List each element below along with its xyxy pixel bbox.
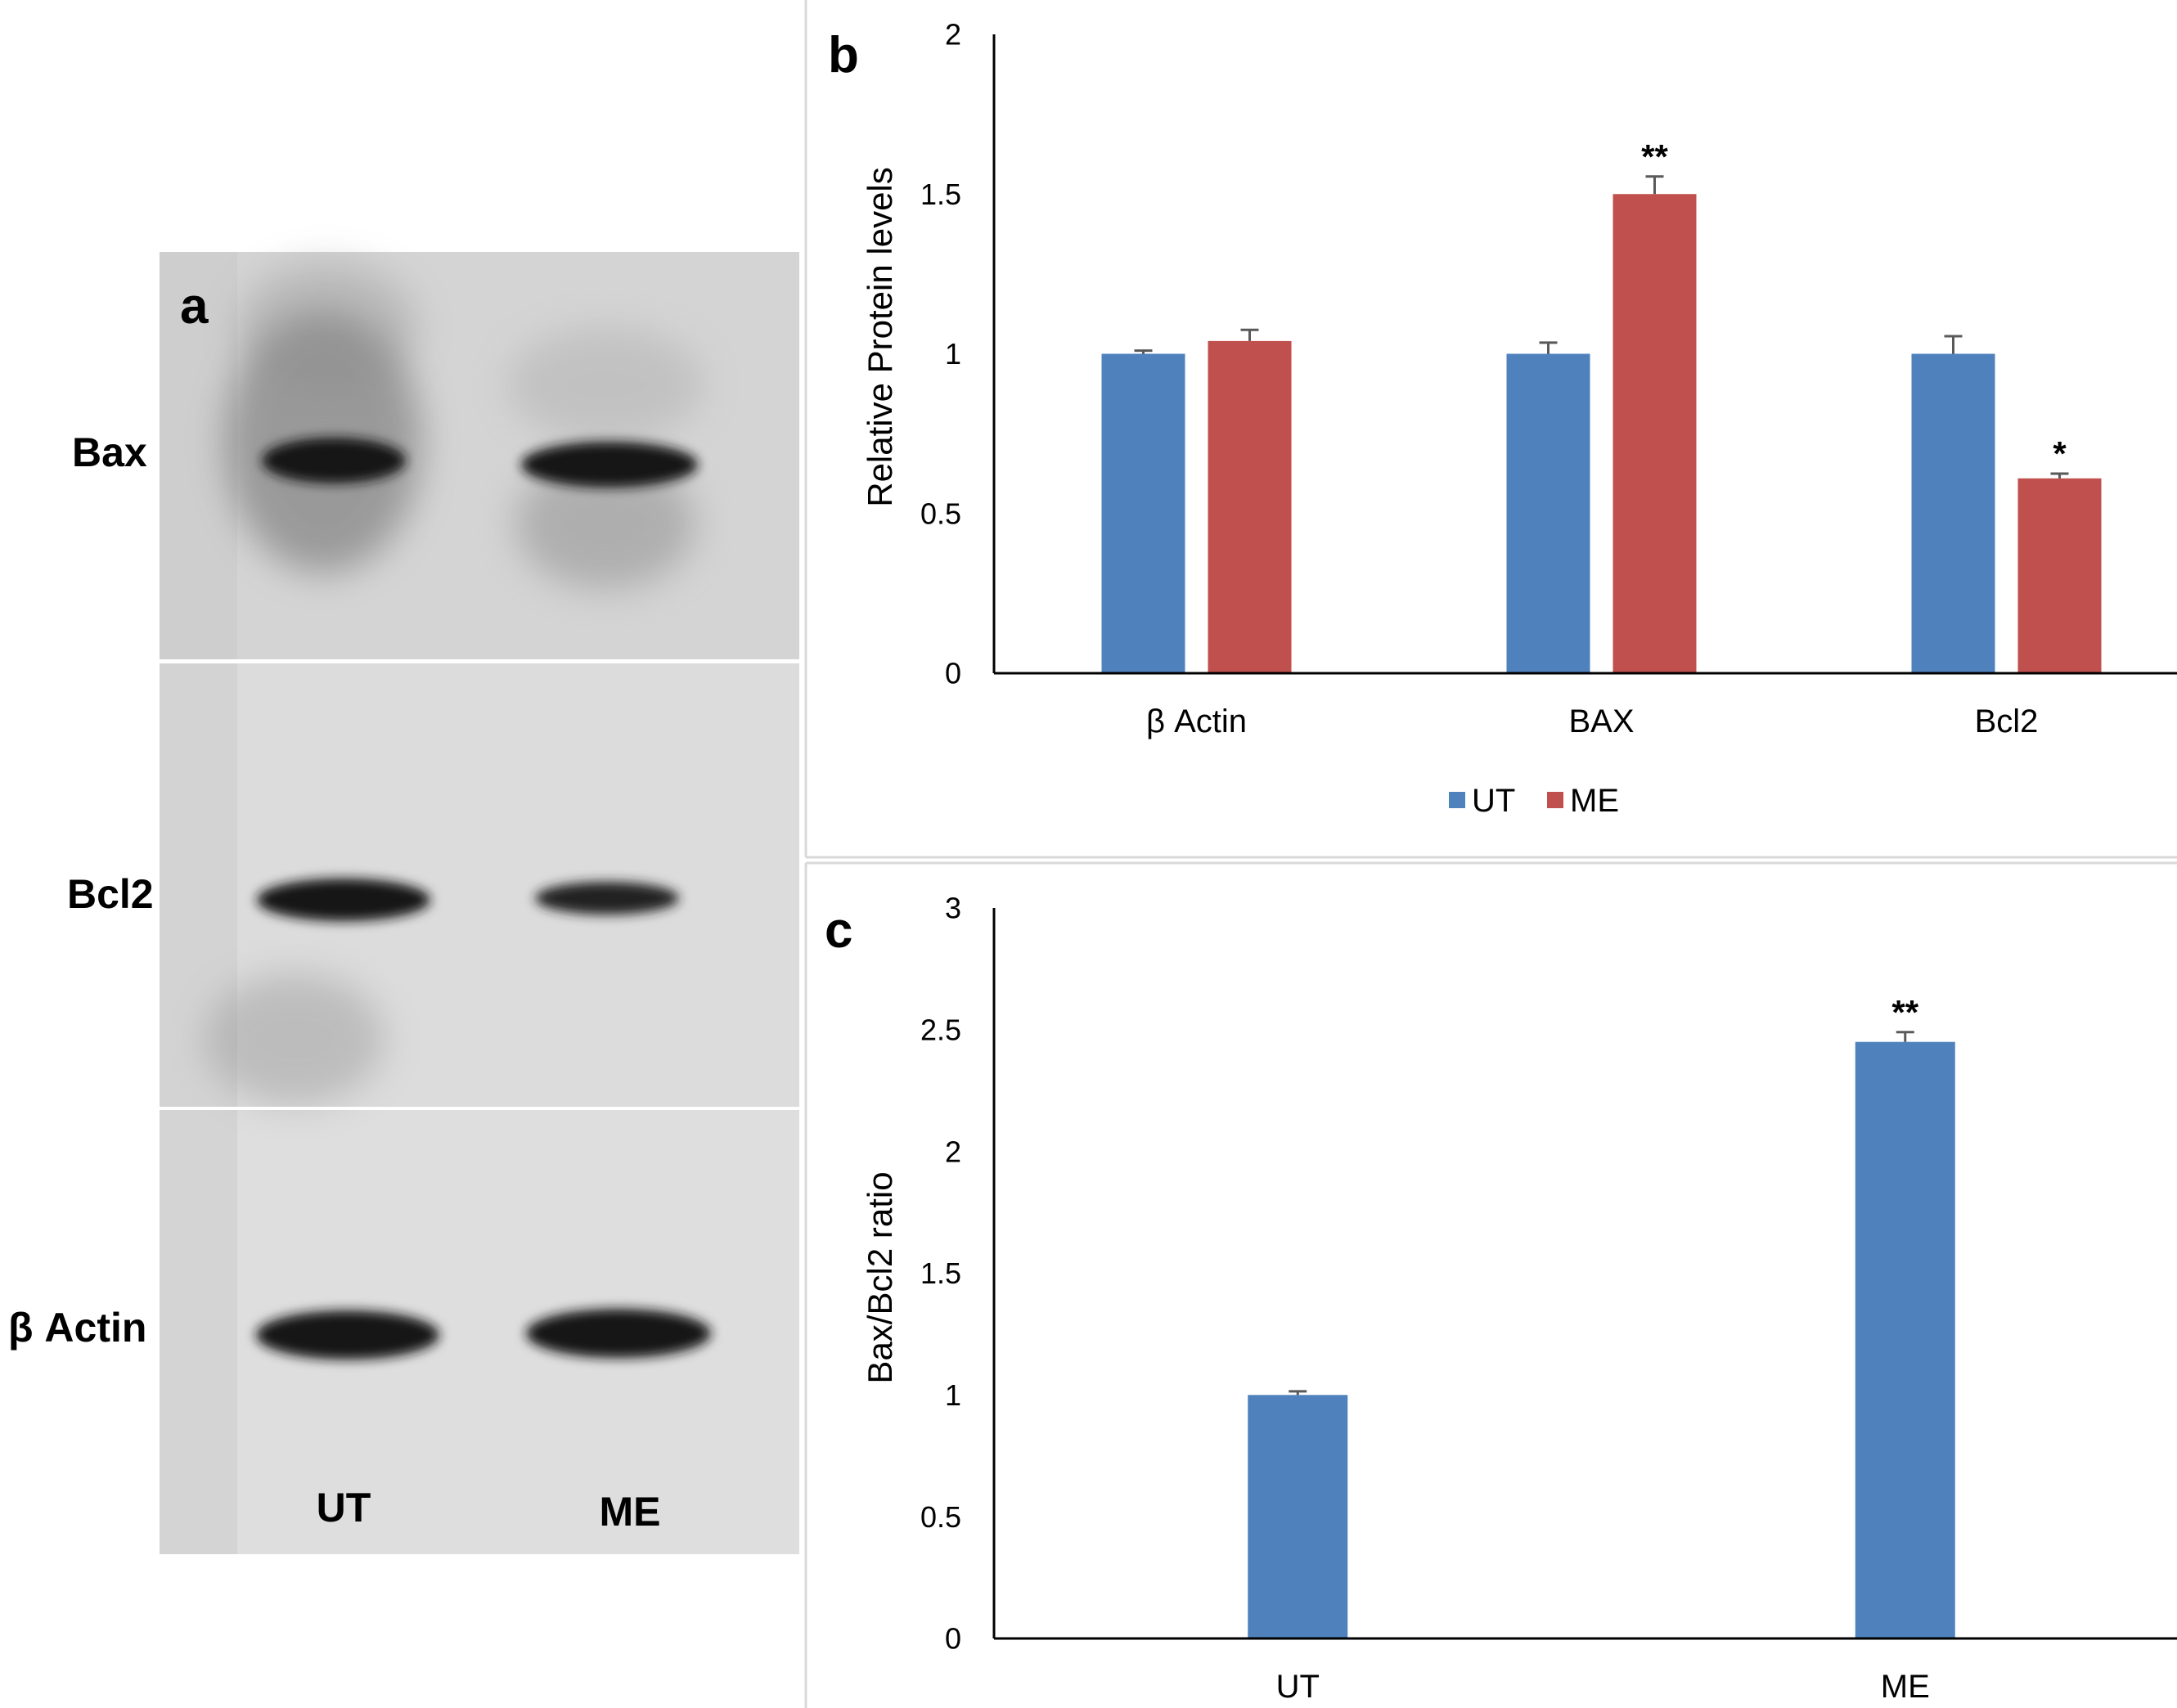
y-tick-label: 3 — [945, 892, 961, 925]
bcl2-ut-band — [257, 879, 430, 921]
y-tick-label: 0 — [945, 1622, 961, 1656]
legend-swatch-me — [1547, 792, 1563, 808]
blot-edge-shading — [160, 252, 237, 1554]
bar-me — [1613, 194, 1697, 673]
panel-a: a Bax Bcl2 β Actin UT ME — [8, 252, 799, 1554]
blot-separator — [160, 1107, 799, 1110]
blot-lane-label-ut: UT — [317, 1485, 371, 1530]
significance-label: ** — [1641, 137, 1668, 176]
legend: UT ME — [1449, 783, 1619, 819]
x-tick-label: β Actin — [1146, 703, 1247, 739]
panel-c: c Bax/Bcl2 ratio 0 0.5 1 1.5 2 2.5 3 ** UT ME — [804, 861, 2177, 1708]
bar-ut — [1506, 353, 1590, 673]
bax-me-band — [521, 442, 698, 488]
significance-label: ** — [1891, 993, 1918, 1032]
blot-row-label-bcl2: Bcl2 — [67, 871, 154, 917]
blot-row-label-bax: Bax — [72, 429, 147, 475]
y-tick-label: 1 — [945, 337, 961, 371]
bar-me — [1208, 340, 1292, 673]
y-tick-label: 0.5 — [920, 497, 961, 530]
panel-b: b Relative Protein levels 00.511.52 *** … — [804, 0, 2177, 859]
panel-b-label: b — [828, 27, 859, 83]
bax-me-smear — [515, 458, 695, 589]
y-tick-label: 2 — [945, 1135, 961, 1168]
bax-ut-band — [262, 438, 406, 483]
bar-ut — [1911, 353, 1995, 673]
y-tick-label: 2.5 — [920, 1013, 961, 1046]
legend-label-me: ME — [1570, 783, 1619, 819]
bax-me-smear-top — [507, 327, 704, 442]
y-tick-label: 1.5 — [920, 178, 961, 211]
bar-ut — [1101, 353, 1185, 673]
bar-bax-bcl2 — [1248, 1395, 1348, 1638]
y-tick-label: 0 — [945, 657, 961, 690]
y-tick-label: 1 — [945, 1378, 961, 1412]
significance-label: * — [2053, 434, 2067, 473]
y-axis-title: Relative Protein levels — [861, 167, 899, 507]
y-tick-label: 0.5 — [920, 1500, 961, 1534]
y-tick-label: 1.5 — [920, 1256, 961, 1290]
x-tick-label: UT — [1276, 1669, 1320, 1705]
actin-me-band — [526, 1309, 711, 1358]
y-axis-title: Bax/Bcl2 ratio — [861, 1171, 899, 1383]
x-tick-label: Bcl2 — [1975, 703, 2039, 739]
bar-me — [2017, 478, 2102, 673]
blot-row-label-actin: β Actin — [8, 1305, 146, 1351]
bax-ut-smear-top — [237, 262, 417, 393]
panel-c-label: c — [825, 902, 852, 959]
legend-label-ut: UT — [1472, 783, 1515, 819]
bcl2-me-band — [535, 882, 679, 915]
panel-a-label: a — [180, 278, 209, 335]
x-tick-label: BAX — [1568, 703, 1634, 739]
bar-bax-bcl2 — [1855, 1041, 1955, 1638]
bcl2-ut-smear — [205, 973, 385, 1104]
actin-ut-band — [256, 1310, 439, 1360]
x-tick-label: ME — [1881, 1669, 1930, 1705]
y-tick-label: 2 — [945, 18, 961, 52]
blot-lane-label-me: ME — [600, 1489, 661, 1535]
blot-separator — [160, 659, 799, 663]
legend-swatch-ut — [1449, 792, 1465, 808]
